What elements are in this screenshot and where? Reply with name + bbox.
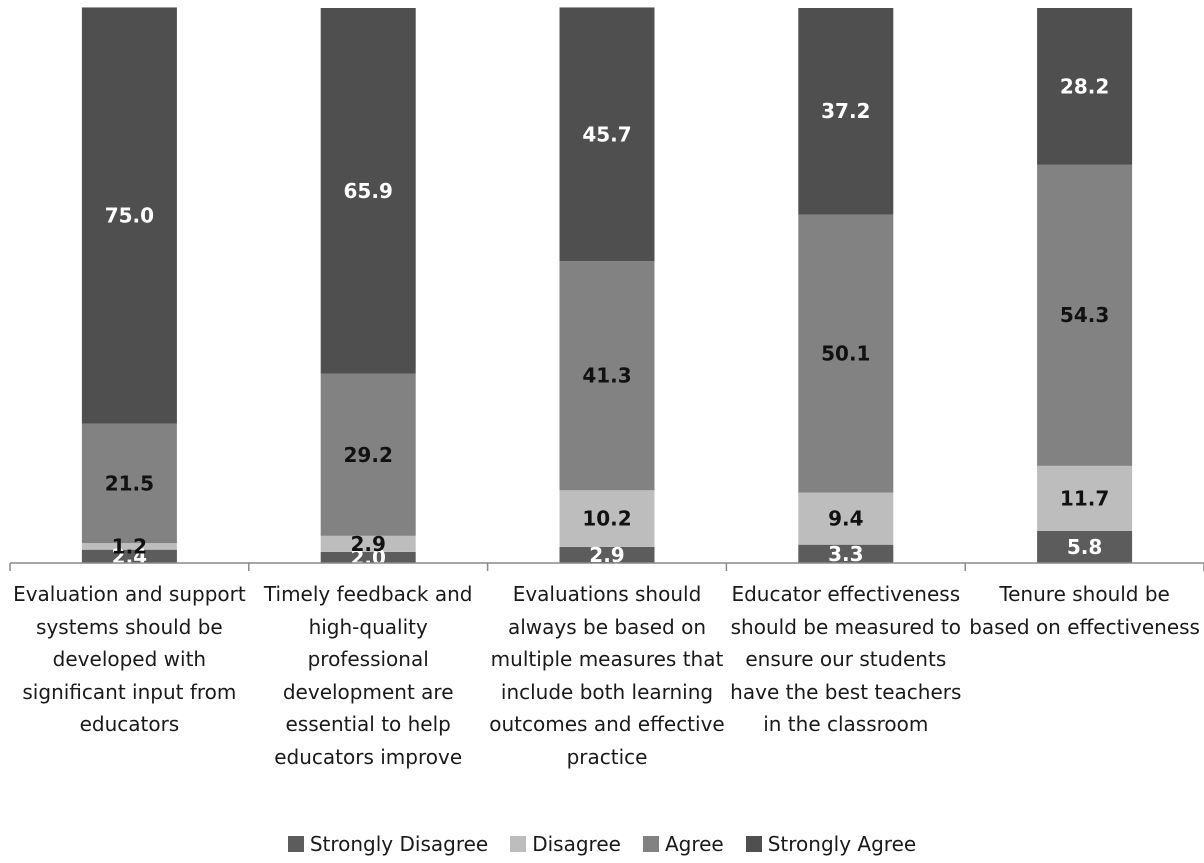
legend: Strongly Disagree Disagree Agree Strongly A…	[0, 832, 1204, 856]
legend-swatch	[510, 836, 527, 852]
data-label: 2.4	[112, 544, 147, 568]
legend-label: Strongly Disagree	[309, 832, 489, 856]
legend-label: Agree	[664, 832, 724, 856]
bar-segment-strongly-disagree	[81, 549, 177, 563]
bar-segment-strongly-agree	[320, 8, 416, 374]
legend-item-strongly-disagree: Strongly Disagree	[287, 832, 489, 856]
bar-segment-strongly-disagree	[798, 544, 894, 563]
data-label: 29.2	[344, 443, 393, 467]
data-label: 65.9	[344, 179, 393, 203]
data-label: 5.8	[1067, 535, 1102, 559]
bar-segment-disagree	[320, 535, 416, 552]
legend-swatch	[287, 836, 304, 852]
data-label: 37.2	[821, 99, 870, 123]
legend-swatch	[642, 836, 659, 852]
bar-segment-disagree	[559, 490, 655, 547]
bar-segment-strongly-disagree	[320, 551, 416, 563]
data-label: 2.9	[350, 532, 385, 556]
data-label: 54.3	[1060, 303, 1109, 327]
data-label: 3.3	[828, 542, 863, 566]
data-label: 21.5	[105, 471, 154, 495]
legend-label: Disagree	[532, 832, 621, 856]
bar-segment-agree	[81, 423, 177, 544]
category-label: Tenure should be based on effectiveness	[969, 582, 1200, 639]
data-label: 50.1	[821, 341, 870, 365]
bar-segment-strongly-agree	[1037, 8, 1133, 165]
bar-segment-strongly-agree	[798, 8, 894, 215]
data-label: 2.0	[350, 545, 385, 569]
data-label: 9.4	[828, 507, 863, 531]
category-label: Timely feedback and high-quality profess…	[263, 582, 473, 769]
bar-segment-disagree	[1037, 465, 1133, 531]
data-label: 11.7	[1060, 486, 1109, 510]
bar-segment-disagree	[81, 543, 177, 550]
bar-segment-strongly-disagree	[559, 546, 655, 563]
category-label: Educator effectiveness should be measure…	[730, 582, 962, 736]
bar-segment-strongly-agree	[559, 7, 655, 262]
data-label: 41.3	[582, 364, 631, 388]
bar-segment-agree	[1037, 164, 1133, 466]
bar-segment-strongly-disagree	[1037, 530, 1133, 563]
legend-item-disagree: Disagree	[510, 832, 621, 856]
legend-label: Strongly Agree	[767, 832, 917, 856]
legend-swatch	[745, 836, 762, 852]
data-label: 1.2	[112, 534, 147, 558]
bar-segment-agree	[798, 214, 894, 493]
category-label: Evaluation and support systems should be…	[13, 582, 246, 736]
bar-segment-disagree	[798, 492, 894, 545]
data-label: 45.7	[582, 122, 631, 146]
bar-segment-agree	[320, 373, 416, 536]
value-labels-layer: 2.41.221.575.02.02.929.265.92.910.241.34…	[105, 74, 1110, 569]
bar-segment-strongly-agree	[81, 7, 177, 424]
data-label: 28.2	[1060, 74, 1109, 98]
x-axis-ticks	[9, 563, 1204, 571]
bar-segment-agree	[559, 261, 655, 491]
category-label: Evaluations should always be based on mu…	[489, 582, 725, 769]
legend-item-agree: Agree	[642, 832, 724, 856]
data-label: 75.0	[105, 204, 154, 228]
legend-item-strongly-agree: Strongly Agree	[745, 832, 917, 856]
data-label: 10.2	[582, 507, 631, 531]
bars-layer	[81, 7, 1133, 563]
